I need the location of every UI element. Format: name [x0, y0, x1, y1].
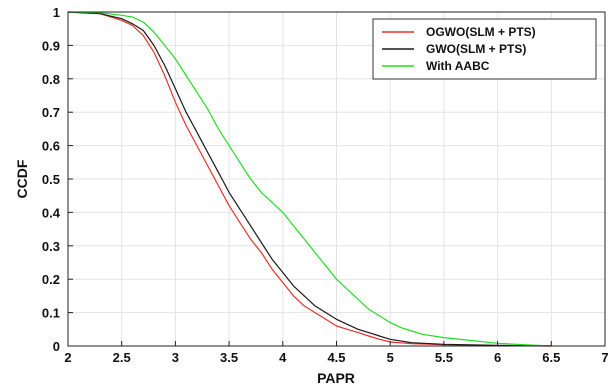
- y-tick-label: 0.8: [42, 72, 60, 87]
- series-line: [67, 11, 552, 347]
- series-line: [67, 11, 552, 347]
- x-tick-label: 5: [387, 350, 394, 365]
- series-lines: [67, 11, 552, 347]
- y-tick-label: 0.6: [42, 139, 60, 154]
- legend-label: OGWO(SLM + PTS): [426, 25, 536, 39]
- x-axis-label: PAPR: [317, 370, 355, 386]
- y-axis-ticks: 0 0.1 0.2 0.3 0.4 0.5 0.6 0.7 0.8 0.9 1: [42, 5, 73, 354]
- legend-label: GWO(SLM + PTS): [426, 42, 526, 56]
- y-tick-label: 1: [53, 5, 60, 20]
- x-tick-label: 2.5: [113, 350, 131, 365]
- x-tick-label: 3.5: [220, 350, 238, 365]
- y-tick-label: 0.1: [42, 306, 60, 321]
- y-tick-label: 0.5: [42, 172, 60, 187]
- legend-entries: OGWO(SLM + PTS) GWO(SLM + PTS) With AABC: [382, 25, 536, 73]
- x-tick-label: 7: [601, 350, 608, 365]
- legend: OGWO(SLM + PTS) GWO(SLM + PTS) With AABC: [372, 18, 597, 80]
- x-tick-label: 3: [172, 350, 179, 365]
- legend-label: With AABC: [426, 59, 490, 73]
- y-tick-label: 0.4: [42, 205, 61, 220]
- x-tick-label: 6: [494, 350, 501, 365]
- x-tick-label: 5.5: [435, 350, 453, 365]
- y-tick-label: 0.2: [42, 272, 60, 287]
- x-tick-label: 4: [279, 350, 287, 365]
- x-tick-label: 2: [64, 350, 71, 365]
- series-line: [67, 11, 552, 347]
- x-axis-ticks: 2 2.5 3 3.5 4 4.5 5 5.5 6 6.5 7: [64, 341, 609, 365]
- x-tick-label: 4.5: [327, 350, 345, 365]
- y-tick-label: 0.7: [42, 105, 60, 120]
- y-axis-label: CCDF: [14, 159, 30, 198]
- x-tick-label: 6.5: [542, 350, 560, 365]
- y-tick-label: 0.3: [42, 239, 60, 254]
- y-tick-label: 0: [53, 339, 60, 354]
- y-tick-label: 0.9: [42, 38, 60, 53]
